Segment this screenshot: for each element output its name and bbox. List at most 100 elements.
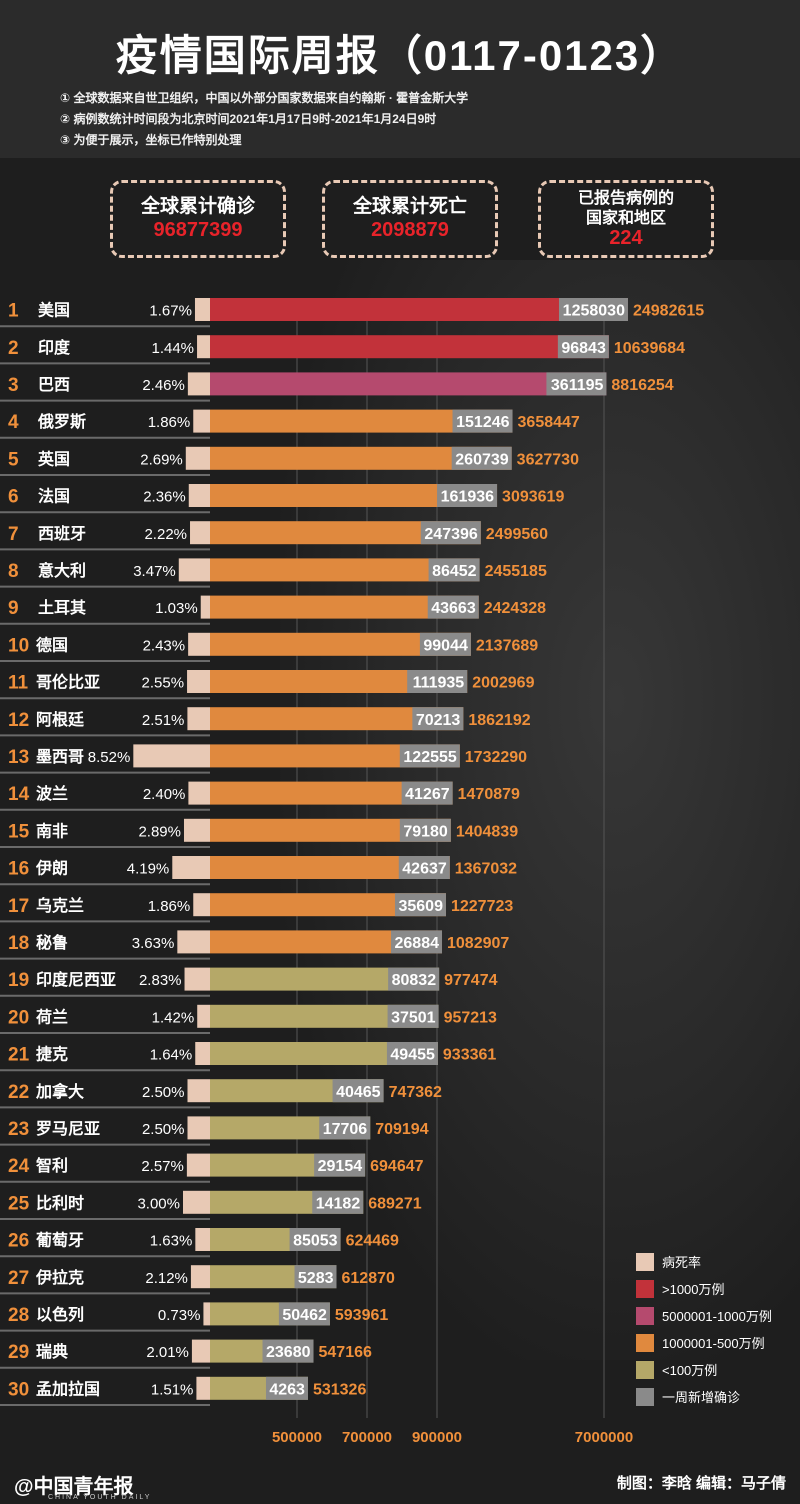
country-label: 英国 — [37, 449, 70, 468]
stat-confirmed-value: 96877399 — [153, 219, 243, 241]
total-confirmed-bar — [210, 856, 450, 879]
fatality-rate-label: 1.44% — [151, 340, 194, 357]
legend-item: 病死率 — [636, 1248, 772, 1275]
rank-label: 26 — [8, 1231, 29, 1252]
rank-label: 24 — [8, 1156, 30, 1177]
weekly-new-label: 70213 — [416, 712, 461, 729]
x-tick-label: 900000 — [412, 1429, 462, 1446]
weekly-new-bar — [401, 781, 453, 805]
weekly-new-bar — [399, 818, 451, 842]
fatality-rate-bar — [194, 298, 210, 321]
fatality-rate-label: 2.57% — [141, 1158, 184, 1175]
legend-item: 1000001-500万例 — [636, 1329, 772, 1356]
country-label: 墨西哥 — [36, 748, 84, 766]
fatality-rate-bar — [196, 1376, 210, 1400]
note-1: ① 全球数据来自世卫组织，中国以外部分国家数据来自约翰斯 · 霍普金斯大学 — [60, 91, 469, 105]
weekly-new-label: 17706 — [323, 1121, 368, 1138]
fatality-rate-label: 0.73% — [158, 1307, 201, 1324]
total-confirmed-bar — [210, 372, 607, 396]
fatality-rate-bar — [187, 1079, 210, 1103]
weekly-new-bar — [407, 670, 468, 693]
rank-label: 13 — [8, 747, 29, 768]
weekly-new-label: 96843 — [561, 340, 606, 357]
total-confirmed-label: 1227723 — [451, 898, 513, 915]
rank-label: 12 — [8, 710, 29, 731]
total-confirmed-bar — [210, 632, 471, 656]
fatality-rate-bar — [183, 818, 210, 842]
weekly-new-bar — [391, 930, 443, 954]
total-confirmed-label: 612870 — [342, 1270, 395, 1287]
rank-label: 28 — [8, 1305, 29, 1326]
total-confirmed-bar — [210, 893, 446, 917]
total-confirmed-label: 2499560 — [486, 526, 548, 543]
total-confirmed-label: 531326 — [313, 1381, 366, 1398]
total-confirmed-bar — [210, 595, 479, 619]
fatality-rate-label: 1.51% — [151, 1381, 194, 1398]
legend-label: 病死率 — [662, 1255, 702, 1270]
x-tick-label: 7000000 — [575, 1429, 633, 1446]
weekly-new-bar — [452, 409, 513, 433]
total-confirmed-label: 689271 — [368, 1195, 421, 1212]
fatality-rate-bar — [183, 1190, 210, 1214]
weekly-new-label: 122555 — [403, 749, 456, 766]
stat-deaths-value: 2098879 — [371, 219, 449, 241]
legend-label: <100万例 — [662, 1363, 718, 1378]
weekly-new-label: 35609 — [398, 898, 443, 915]
total-confirmed-label: 3093619 — [502, 489, 564, 506]
weekly-new-label: 79180 — [403, 823, 448, 840]
legend-label: >1000万例 — [662, 1282, 725, 1297]
rank-label: 10 — [8, 635, 29, 656]
fatality-rate-bar — [187, 707, 210, 731]
fatality-rate-bar — [188, 484, 210, 507]
rank-label: 21 — [8, 1045, 30, 1066]
total-confirmed-bar — [210, 521, 481, 545]
weekly-new-label: 247396 — [424, 526, 477, 543]
legend-swatch — [636, 1387, 654, 1406]
rank-label: 20 — [8, 1007, 29, 1028]
fatality-rate-label: 1.63% — [150, 1233, 193, 1250]
country-label: 西班牙 — [38, 524, 86, 543]
weekly-new-bar — [420, 521, 481, 545]
weekly-new-bar — [394, 893, 446, 917]
footer: @中国青年报 CHINA YOUTH DAILY 制图：李晗 编辑：马子倩 — [0, 1460, 800, 1504]
weekly-new-bar — [386, 1042, 438, 1065]
rank-label: 1 — [8, 301, 19, 322]
fatality-rate-bar — [172, 856, 210, 879]
rank-label: 14 — [8, 784, 30, 805]
total-confirmed-bar — [210, 707, 464, 731]
note-3: ③ 为便于展示，坐标已作特别处理 — [60, 133, 242, 147]
weekly-new-bar — [412, 707, 464, 731]
total-confirmed-bar — [210, 1042, 438, 1065]
fatality-rate-bar — [200, 595, 210, 619]
fatality-rate-bar — [190, 521, 210, 545]
weekly-new-bar — [419, 632, 471, 656]
legend-item: >1000万例 — [636, 1275, 772, 1302]
weekly-new-label: 14182 — [316, 1195, 361, 1212]
fatality-rate-bar — [195, 1228, 210, 1251]
rank-label: 29 — [8, 1342, 29, 1363]
country-label: 秘鲁 — [36, 933, 68, 952]
total-confirmed-label: 1082907 — [447, 935, 509, 952]
rank-label: 15 — [8, 821, 30, 842]
weekly-new-label: 361195 — [551, 377, 604, 394]
country-label: 伊拉克 — [35, 1268, 84, 1287]
weekly-new-label: 85053 — [293, 1233, 338, 1250]
weekly-new-label: 99044 — [423, 637, 468, 654]
weekly-new-bar — [312, 1190, 364, 1214]
rank-label: 6 — [8, 487, 19, 508]
header-band — [0, 0, 800, 158]
weekly-new-bar — [332, 1079, 384, 1103]
rank-label: 5 — [8, 449, 19, 470]
fatality-rate-bar — [197, 1004, 210, 1028]
weekly-new-label: 5283 — [298, 1270, 334, 1287]
fatality-rate-bar — [188, 632, 210, 656]
total-confirmed-label: 2424328 — [484, 600, 546, 617]
country-label: 乌克兰 — [36, 896, 84, 915]
rank-label: 17 — [8, 896, 29, 917]
country-label: 南非 — [36, 821, 68, 840]
total-confirmed-label: 3627730 — [517, 451, 579, 468]
rank-label: 22 — [8, 1082, 29, 1103]
country-label: 荷兰 — [36, 1007, 68, 1026]
weekly-new-label: 49455 — [390, 1047, 435, 1064]
legend-label: 一周新增确诊 — [662, 1390, 741, 1405]
